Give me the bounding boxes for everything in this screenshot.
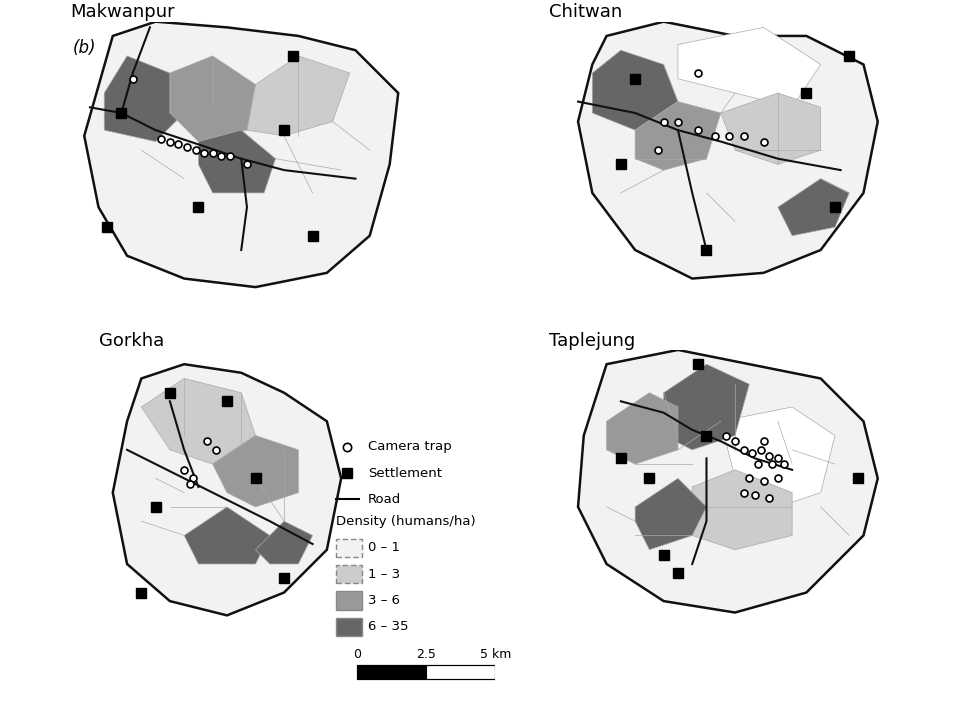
Polygon shape bbox=[104, 56, 184, 142]
Polygon shape bbox=[112, 364, 341, 615]
Polygon shape bbox=[606, 393, 678, 464]
FancyBboxPatch shape bbox=[335, 565, 361, 583]
Text: Road: Road bbox=[367, 493, 401, 506]
Text: Gorkha: Gorkha bbox=[98, 331, 163, 349]
Polygon shape bbox=[777, 178, 849, 236]
Text: Chitwan: Chitwan bbox=[549, 4, 622, 22]
Bar bbox=[357, 665, 426, 679]
Polygon shape bbox=[678, 27, 820, 108]
Text: 0: 0 bbox=[353, 648, 360, 661]
Text: Density (humans/ha): Density (humans/ha) bbox=[335, 516, 476, 529]
Text: 3 – 6: 3 – 6 bbox=[367, 594, 400, 607]
Polygon shape bbox=[170, 56, 256, 142]
FancyBboxPatch shape bbox=[335, 591, 361, 609]
Text: 6 – 35: 6 – 35 bbox=[367, 620, 407, 633]
Polygon shape bbox=[256, 521, 312, 564]
Polygon shape bbox=[592, 51, 678, 130]
Bar bbox=[426, 665, 495, 679]
Polygon shape bbox=[663, 364, 749, 450]
Text: 5 km: 5 km bbox=[480, 648, 510, 661]
Text: 1 – 3: 1 – 3 bbox=[367, 567, 400, 580]
Polygon shape bbox=[720, 93, 820, 165]
Polygon shape bbox=[634, 479, 705, 549]
Text: Settlement: Settlement bbox=[367, 466, 441, 479]
Polygon shape bbox=[720, 407, 834, 507]
Text: Camera trap: Camera trap bbox=[367, 440, 451, 453]
Polygon shape bbox=[198, 130, 275, 193]
Polygon shape bbox=[634, 102, 720, 170]
Polygon shape bbox=[692, 470, 791, 549]
Text: Makwanpur: Makwanpur bbox=[70, 4, 174, 22]
Polygon shape bbox=[184, 507, 269, 564]
Polygon shape bbox=[85, 22, 398, 287]
Polygon shape bbox=[247, 56, 350, 136]
Bar bbox=[357, 665, 495, 679]
Polygon shape bbox=[212, 435, 298, 507]
Polygon shape bbox=[578, 350, 876, 612]
Text: Taplejung: Taplejung bbox=[549, 331, 635, 349]
FancyBboxPatch shape bbox=[335, 539, 361, 557]
Polygon shape bbox=[141, 378, 256, 464]
Text: 0 – 1: 0 – 1 bbox=[367, 542, 400, 554]
Text: 2.5: 2.5 bbox=[416, 648, 435, 661]
Polygon shape bbox=[578, 22, 876, 279]
Text: (b): (b) bbox=[72, 39, 96, 57]
FancyBboxPatch shape bbox=[335, 618, 361, 636]
